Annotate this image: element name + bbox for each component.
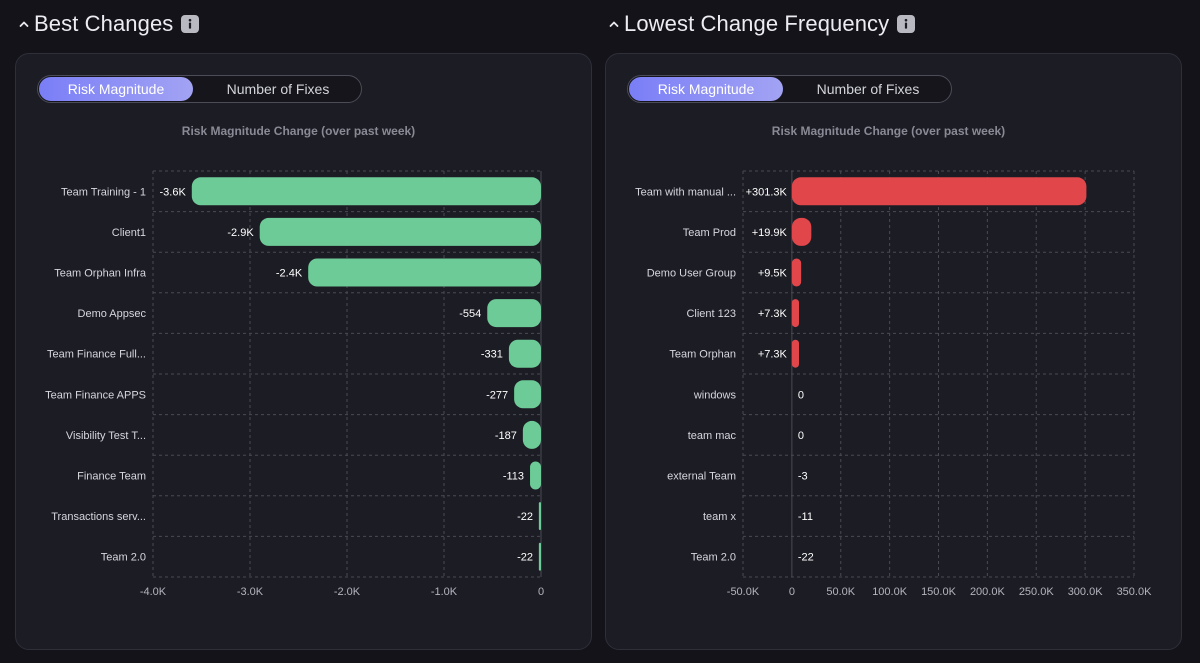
chart-title: Risk Magnitude Change (over past week) xyxy=(771,124,1006,138)
x-tick-label: -3.0K xyxy=(237,586,264,598)
section-title: Lowest Change Frequency xyxy=(624,11,890,36)
x-tick-label: 250.0K xyxy=(1019,586,1055,598)
category-label: Demo Appsec xyxy=(78,308,147,320)
x-tick-label: 200.0K xyxy=(970,586,1006,598)
metric-toggle: Risk Magnitude Number of Fixes xyxy=(37,75,362,103)
best-changes-chart: -4.0K -3.0K -2.0K -1.0K 0 Team Training - 1 -3… xyxy=(45,170,544,598)
value-label: -22 xyxy=(517,511,533,523)
bar[interactable] xyxy=(791,299,800,328)
x-tick-label: 100.0K xyxy=(872,586,908,598)
bar[interactable] xyxy=(508,339,541,368)
value-label: -554 xyxy=(459,308,481,320)
category-label: Team with manual ... xyxy=(635,186,736,198)
x-tick-label: 0 xyxy=(538,586,544,598)
value-label: +301.3K xyxy=(746,186,788,198)
best-changes-card: Risk Magnitude Number of Fixes Risk Magn… xyxy=(15,53,592,650)
bar[interactable] xyxy=(522,420,541,449)
number-of-fixes-tab[interactable]: Number of Fixes xyxy=(226,81,330,97)
chevron-up-icon[interactable] xyxy=(16,16,32,32)
category-label: Finance Team xyxy=(77,471,146,483)
value-label: -331 xyxy=(481,349,503,361)
category-label: Client 123 xyxy=(686,308,736,320)
bar[interactable] xyxy=(191,177,542,206)
x-tick-label: -1.0K xyxy=(431,586,458,598)
category-label: Team Prod xyxy=(683,227,736,239)
category-label: Demo User Group xyxy=(647,268,736,280)
category-label: Team Orphan xyxy=(669,349,736,361)
category-label: Team Training - 1 xyxy=(61,186,146,198)
value-label: -277 xyxy=(486,389,508,401)
category-label: team x xyxy=(703,511,737,523)
bar[interactable] xyxy=(259,217,541,246)
bar[interactable] xyxy=(514,380,541,409)
value-label: -113 xyxy=(503,471,524,483)
category-label: Team Orphan Infra xyxy=(54,268,147,280)
section-title: Best Changes xyxy=(34,11,174,36)
category-label: Team Finance APPS xyxy=(45,389,146,401)
info-icon[interactable] xyxy=(181,15,200,33)
chevron-up-icon[interactable] xyxy=(606,16,622,32)
bar[interactable] xyxy=(530,461,541,490)
x-tick-label: 50.0K xyxy=(826,586,855,598)
bar[interactable] xyxy=(791,339,800,368)
x-tick-label: 150.0K xyxy=(921,586,957,598)
metric-toggle: Risk Magnitude Number of Fixes xyxy=(627,75,952,103)
value-label: 0 xyxy=(798,389,804,401)
risk-magnitude-tab[interactable]: Risk Magnitude xyxy=(39,77,193,101)
x-tick-label: 0 xyxy=(789,586,795,598)
category-label: Team 2.0 xyxy=(101,552,146,564)
category-label: team mac xyxy=(688,430,737,442)
value-label: +19.9K xyxy=(752,227,788,239)
category-label: windows xyxy=(693,389,737,401)
x-tick-label: 300.0K xyxy=(1068,586,1104,598)
bar[interactable] xyxy=(791,177,1087,206)
value-label: +7.3K xyxy=(758,308,788,320)
value-label: -2.9K xyxy=(227,227,254,239)
value-label: -2.4K xyxy=(276,268,303,280)
bar[interactable] xyxy=(538,502,541,531)
category-label: Client1 xyxy=(112,227,146,239)
category-label: external Team xyxy=(667,471,736,483)
lowest-change-frequency-card: Risk Magnitude Number of Fixes Risk Magn… xyxy=(605,53,1182,650)
bar[interactable] xyxy=(308,258,541,287)
category-label: Transactions serv... xyxy=(51,511,146,523)
value-label: +9.5K xyxy=(758,268,788,280)
bar[interactable] xyxy=(791,217,812,246)
info-icon[interactable] xyxy=(897,15,916,33)
value-label: +7.3K xyxy=(758,349,788,361)
category-label: Team 2.0 xyxy=(691,552,736,564)
value-label: -187 xyxy=(495,430,517,442)
value-label: 0 xyxy=(798,430,804,442)
x-tick-label: -4.0K xyxy=(140,586,167,598)
value-label: -3.6K xyxy=(160,186,187,198)
category-label: Visibility Test T... xyxy=(66,430,146,442)
chart-title: Risk Magnitude Change (over past week) xyxy=(181,124,416,138)
bar[interactable] xyxy=(487,299,541,328)
number-of-fixes-tab[interactable]: Number of Fixes xyxy=(816,81,920,97)
category-label: Team Finance Full... xyxy=(47,349,146,361)
lowest-change-frequency-header: Lowest Change Frequency xyxy=(606,9,916,39)
value-label: -3 xyxy=(798,471,808,483)
x-tick-label: -50.0K xyxy=(727,586,760,598)
x-tick-label: -2.0K xyxy=(334,586,361,598)
value-label: -22 xyxy=(798,552,814,564)
bar[interactable] xyxy=(791,258,802,287)
lowest-change-frequency-chart: -50.0K 0 50.0K 100.0K 150.0K 200.0K 250.0K 300.… xyxy=(635,170,1153,598)
value-label: -11 xyxy=(798,511,813,523)
best-changes-header: Best Changes xyxy=(16,9,200,39)
x-tick-label: 350.0K xyxy=(1117,586,1153,598)
risk-magnitude-tab[interactable]: Risk Magnitude xyxy=(629,77,783,101)
bar[interactable] xyxy=(538,542,541,571)
value-label: -22 xyxy=(517,552,533,564)
